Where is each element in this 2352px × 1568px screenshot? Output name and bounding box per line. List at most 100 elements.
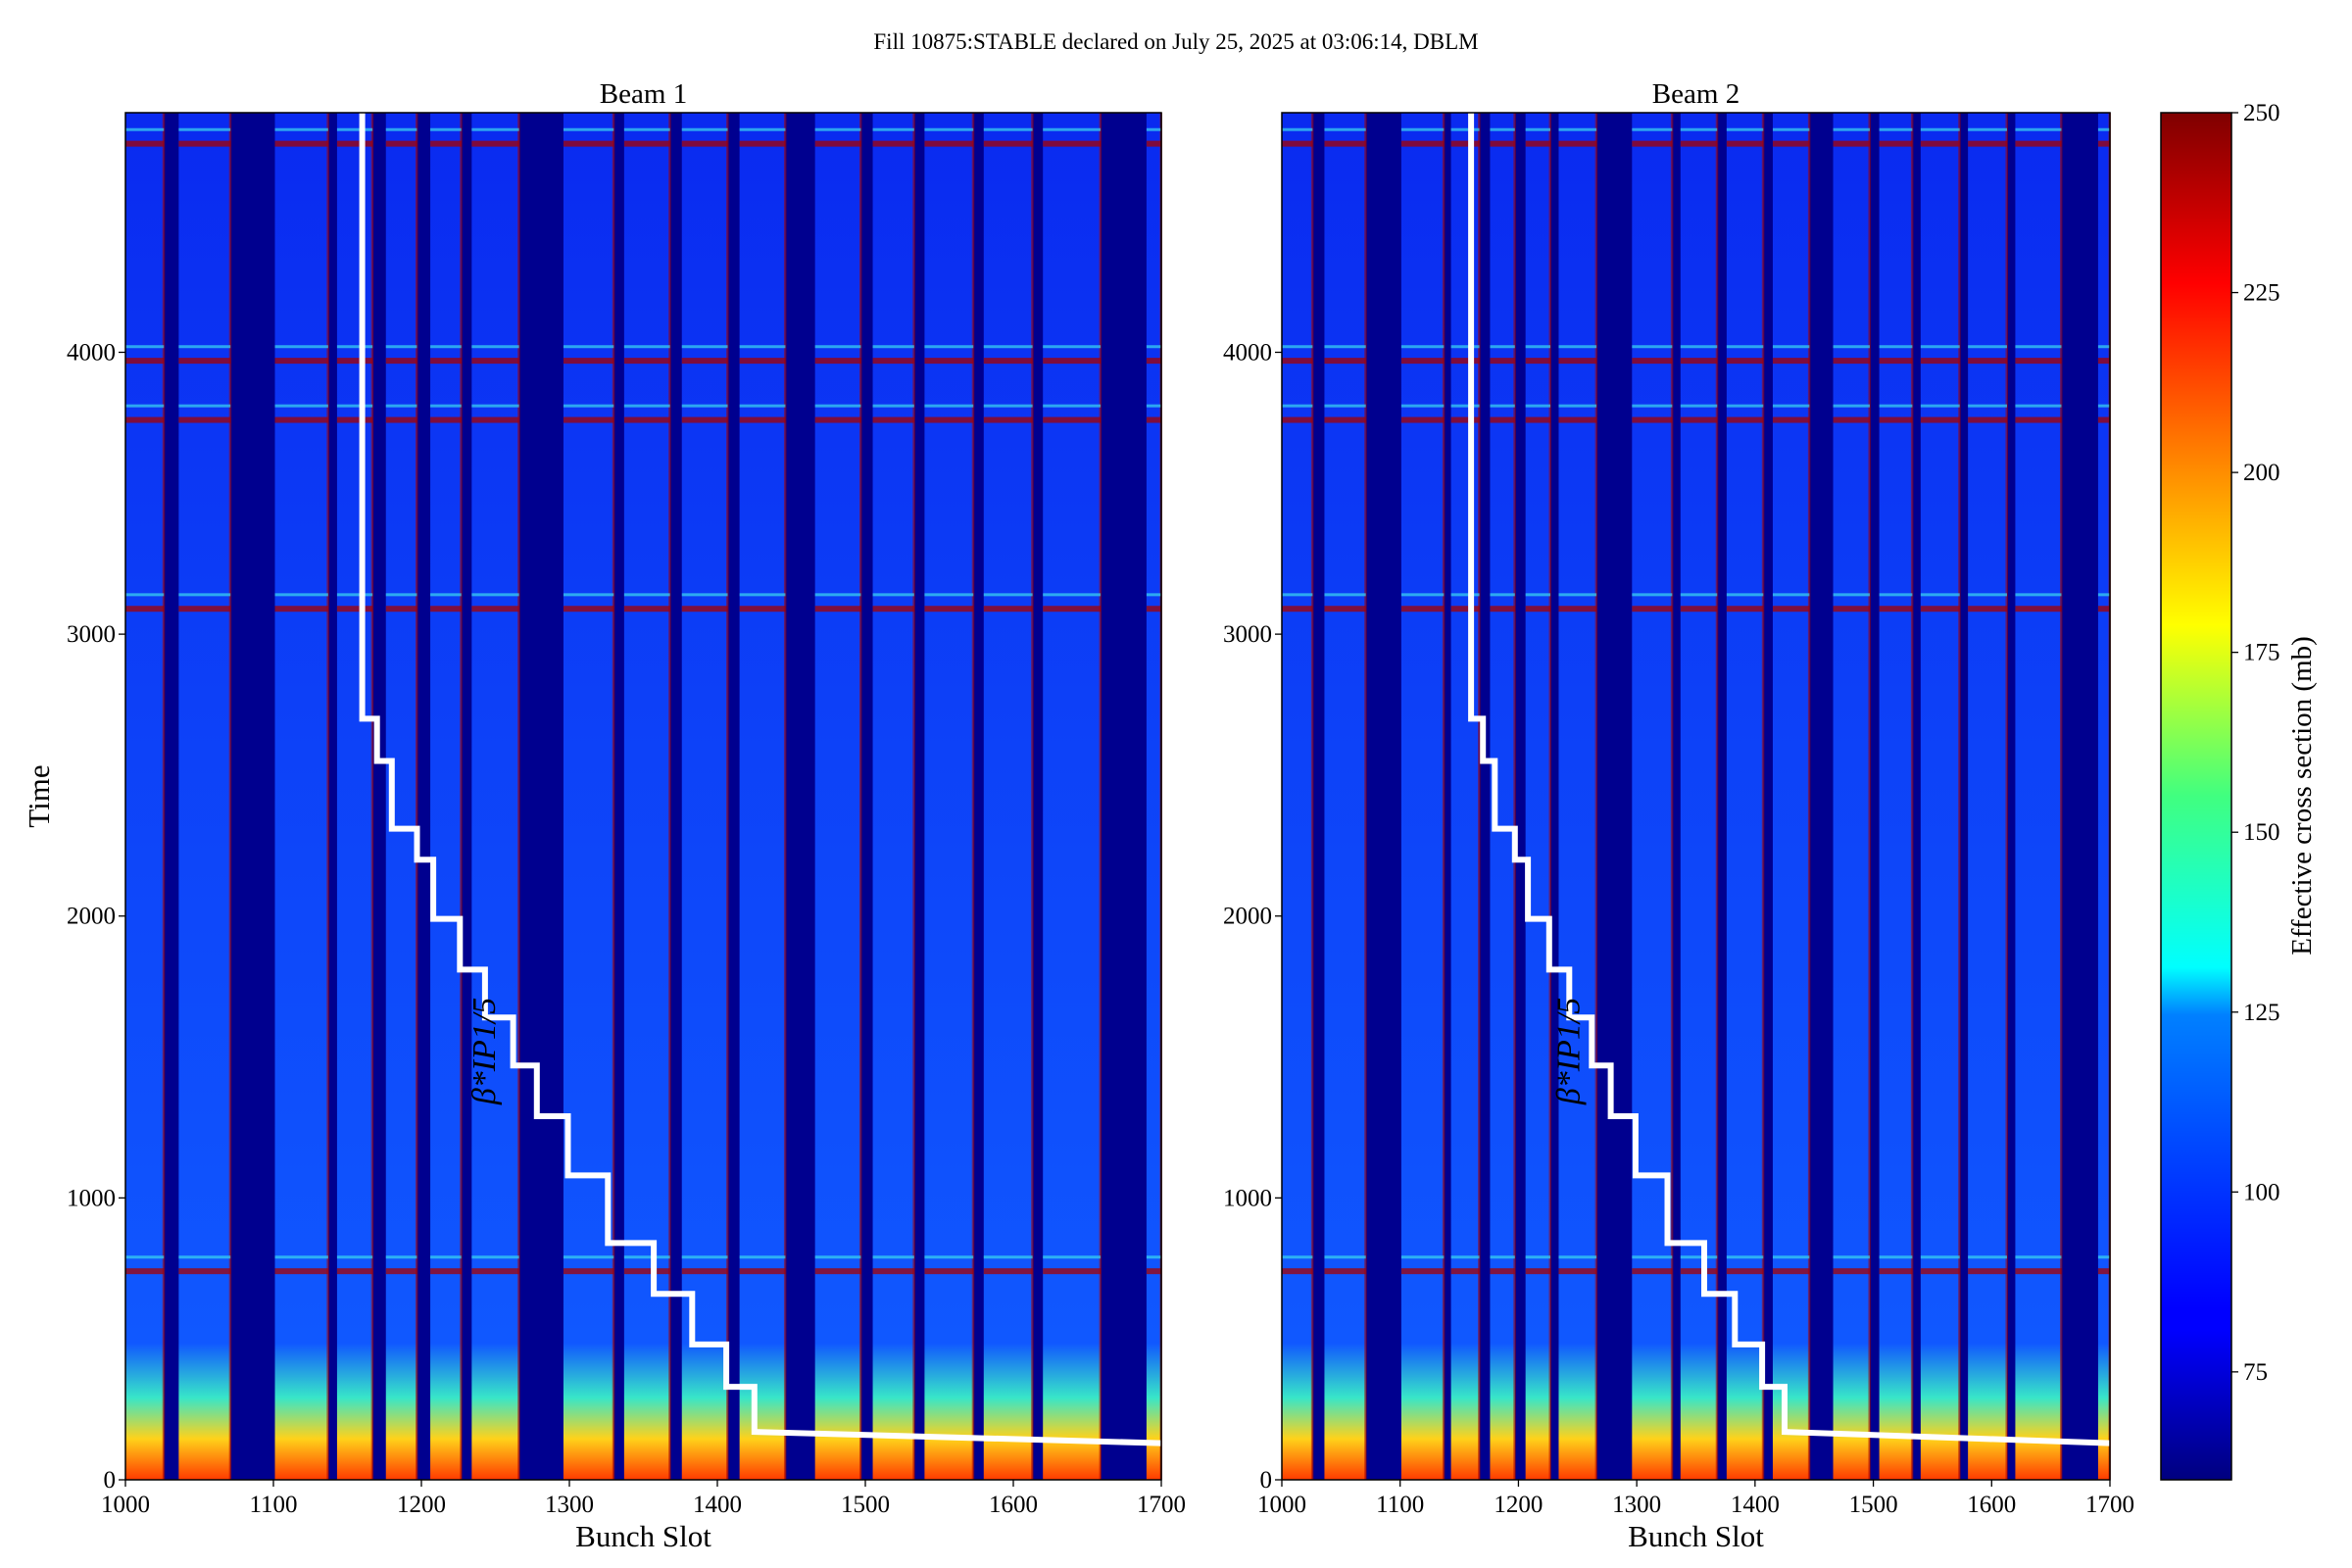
- bright-time-band: [814, 1255, 861, 1259]
- bright-time-band: [2097, 1255, 2110, 1259]
- x-tick-label: 1600: [989, 1492, 1038, 1518]
- filled-bunch-train: [274, 113, 328, 1480]
- bright-time-band: [563, 127, 614, 131]
- bright-time-band: [1879, 127, 1913, 131]
- hot-time-band: [563, 358, 614, 365]
- hot-time-band: [1450, 606, 1480, 612]
- filled-bunch-train: [1282, 113, 1313, 1480]
- bright-time-band: [1680, 404, 1718, 408]
- bright-time-band: [430, 345, 462, 349]
- bright-time-band: [623, 1255, 670, 1259]
- hot-time-band: [1282, 606, 1313, 612]
- bright-time-band: [1282, 345, 1313, 349]
- bright-time-band: [1726, 345, 1764, 349]
- hot-time-band: [1490, 1268, 1515, 1275]
- hot-time-band: [430, 140, 462, 147]
- hot-time-band: [623, 606, 670, 612]
- hot-time-band: [1920, 140, 1960, 147]
- filled-bunch-train: [1324, 113, 1366, 1480]
- hot-time-band: [924, 358, 974, 365]
- hot-time-band: [1282, 1268, 1313, 1275]
- y-tick-label: 4000: [1223, 339, 1272, 366]
- hot-time-band: [872, 1268, 914, 1275]
- bright-time-band: [1282, 1255, 1313, 1259]
- hot-time-band: [814, 1268, 861, 1275]
- bright-time-band: [1450, 404, 1480, 408]
- hot-time-band: [1968, 358, 2007, 365]
- bright-time-band: [1968, 593, 2007, 597]
- bright-time-band: [1680, 1255, 1718, 1259]
- bright-time-band: [1632, 127, 1673, 131]
- bright-time-band: [1400, 127, 1445, 131]
- bright-time-band: [1968, 345, 2007, 349]
- hot-time-band: [681, 1268, 728, 1275]
- hot-time-band: [1879, 140, 1913, 147]
- bright-time-band: [1558, 345, 1597, 349]
- hot-time-band: [983, 416, 1033, 423]
- filled-bunch-train: [471, 113, 519, 1480]
- hot-time-band: [1968, 606, 2007, 612]
- bright-time-band: [623, 127, 670, 131]
- bright-time-band: [739, 345, 786, 349]
- hot-time-band: [178, 140, 231, 147]
- bright-time-band: [1726, 404, 1764, 408]
- hot-time-band: [1558, 606, 1597, 612]
- train-edge: [370, 113, 374, 1480]
- filled-bunch-train: [125, 113, 165, 1480]
- hot-time-band: [739, 606, 786, 612]
- hot-time-band: [1282, 416, 1313, 423]
- hot-time-band: [385, 1268, 417, 1275]
- hot-time-band: [2097, 1268, 2110, 1275]
- hot-time-band: [1525, 140, 1551, 147]
- train-edge: [1031, 113, 1034, 1480]
- bright-time-band: [1558, 1255, 1597, 1259]
- colorbar-tick-label: 100: [2243, 1179, 2280, 1205]
- bright-time-band: [1833, 404, 1870, 408]
- bright-time-band: [1879, 345, 1913, 349]
- hot-time-band: [1146, 358, 1161, 365]
- hot-time-band: [274, 1268, 328, 1275]
- filled-bunch-train: [336, 113, 373, 1480]
- bright-time-band: [125, 1255, 165, 1259]
- hot-time-band: [1879, 606, 1913, 612]
- bright-time-band: [1450, 345, 1480, 349]
- bright-time-band: [430, 593, 462, 597]
- bright-time-band: [1450, 593, 1480, 597]
- x-tick-label: 1700: [1137, 1492, 1186, 1518]
- bright-time-band: [681, 127, 728, 131]
- filled-bunch-train: [1043, 113, 1102, 1480]
- hot-time-band: [1772, 140, 1810, 147]
- filled-bunch-train: [178, 113, 231, 1480]
- bright-time-band: [1146, 593, 1161, 597]
- train-edge: [1478, 113, 1481, 1480]
- bright-time-band: [563, 593, 614, 597]
- bright-time-band: [1726, 593, 1764, 597]
- hot-time-band: [1920, 416, 1960, 423]
- bright-time-band: [1772, 1255, 1810, 1259]
- hot-time-band: [1043, 416, 1102, 423]
- bright-time-band: [814, 127, 861, 131]
- hot-time-band: [1920, 1268, 1960, 1275]
- bright-time-band: [178, 404, 231, 408]
- hot-time-band: [1490, 416, 1515, 423]
- bright-time-band: [681, 404, 728, 408]
- train-edge: [1761, 113, 1765, 1480]
- colorbar-tick-label: 125: [2243, 1000, 2280, 1026]
- hot-time-band: [274, 358, 328, 365]
- hot-time-band: [1833, 416, 1870, 423]
- hot-time-band: [1632, 606, 1673, 612]
- hot-time-band: [1400, 1268, 1445, 1275]
- y-tick-label: 0: [104, 1467, 117, 1494]
- hot-time-band: [471, 358, 519, 365]
- train-edge: [783, 113, 787, 1480]
- bright-time-band: [1525, 345, 1551, 349]
- bright-time-band: [430, 1255, 462, 1259]
- bright-time-band: [1772, 127, 1810, 131]
- bright-time-band: [1043, 593, 1102, 597]
- bright-time-band: [872, 404, 914, 408]
- hot-time-band: [1490, 140, 1515, 147]
- train-edge: [1364, 113, 1367, 1480]
- bright-time-band: [1968, 127, 2007, 131]
- bright-time-band: [1043, 345, 1102, 349]
- hot-time-band: [336, 358, 373, 365]
